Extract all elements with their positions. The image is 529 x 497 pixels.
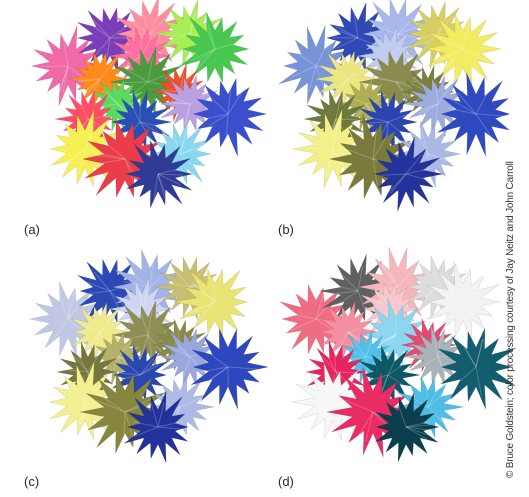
flower-cluster [373, 136, 444, 212]
flower-cluster [123, 390, 190, 464]
flower-cluster [161, 328, 218, 390]
flower-cluster [426, 14, 502, 89]
flower-cluster [77, 258, 149, 324]
flower-cluster [319, 253, 392, 324]
flower-cluster [395, 120, 461, 188]
flower-bouquet-image-d [278, 246, 517, 463]
flower-cluster [125, 139, 193, 209]
bouquet-svg-a [31, 0, 267, 209]
photo-credit: © Bruce Goldstein; color processing cour… [505, 161, 516, 478]
flower-cluster [70, 302, 130, 363]
flower-bouquet-image-a [30, 0, 267, 209]
flower-cluster [192, 78, 267, 157]
flower-cluster [179, 12, 251, 83]
flower-cluster [159, 74, 220, 132]
flower-cluster [190, 328, 269, 410]
flower-bouquet-image-b [278, 0, 511, 212]
panel-label-a: (a) [24, 222, 40, 237]
flower-cluster [79, 372, 171, 454]
flower-cluster [325, 2, 393, 73]
flower-cluster [318, 300, 380, 362]
flower-cluster [404, 75, 467, 137]
flower-cluster [374, 392, 439, 463]
bouquet-svg-b [278, 0, 511, 212]
flower-cluster [436, 72, 511, 157]
flower-bouquet-image-c [29, 249, 269, 464]
flower-cluster [173, 268, 249, 337]
flower-cluster [31, 25, 109, 107]
bouquet-svg-d [279, 246, 517, 463]
flower-cluster [437, 327, 517, 410]
panel-label-b: (b) [278, 222, 294, 237]
panel-label-d: (d) [278, 474, 294, 489]
flower-cluster [427, 261, 501, 342]
panel-label-c: (c) [24, 474, 40, 489]
bouquet-svg-c [29, 249, 269, 464]
